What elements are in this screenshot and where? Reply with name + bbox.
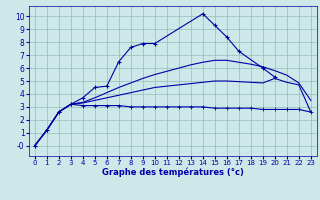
X-axis label: Graphe des températures (°c): Graphe des températures (°c)	[102, 168, 244, 177]
